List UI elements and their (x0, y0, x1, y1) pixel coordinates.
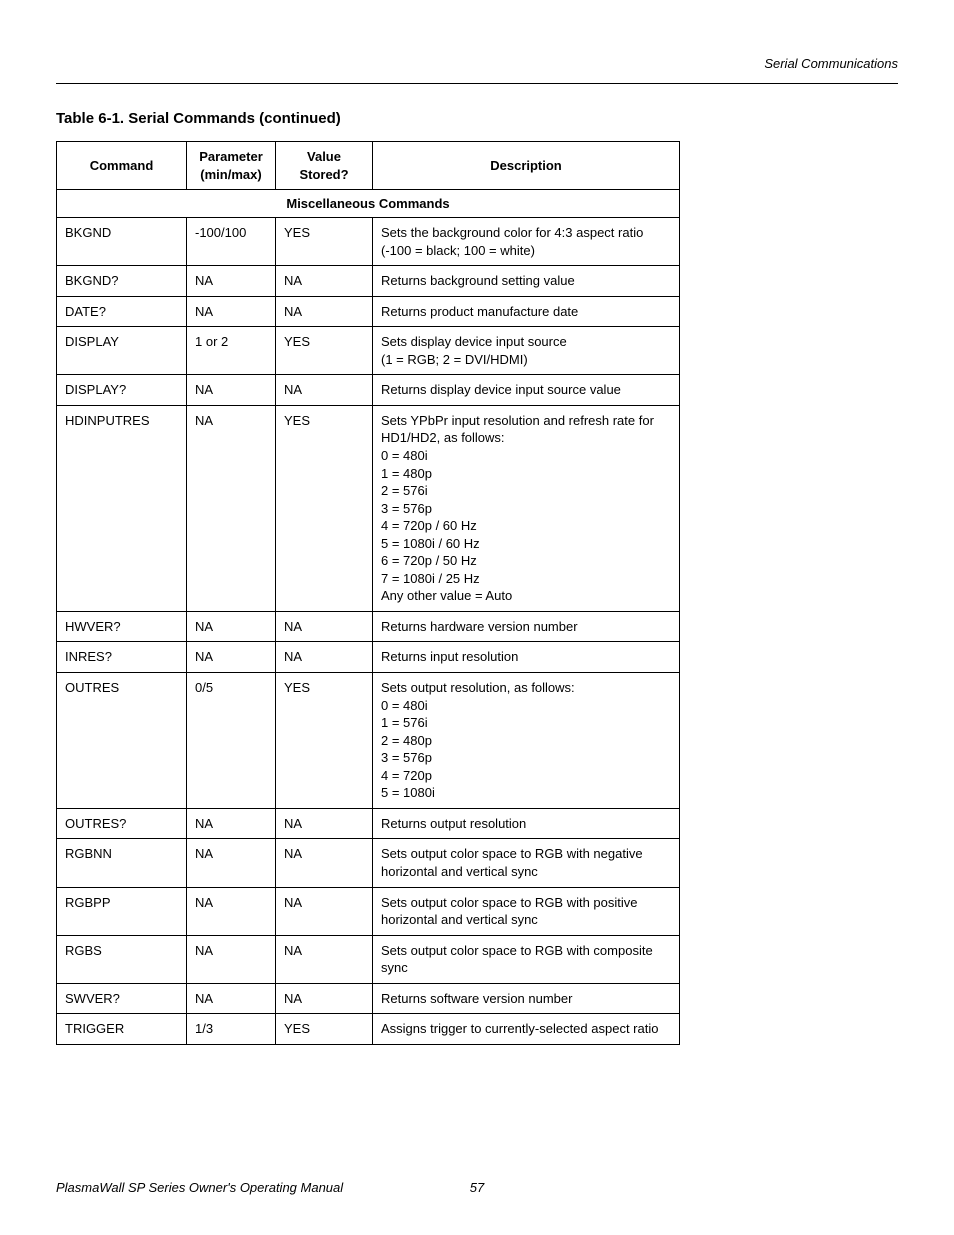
cell-description: Sets output resolution, as follows: 0 = … (373, 673, 680, 809)
table-row: DISPLAY1 or 2YESSets display device inpu… (57, 327, 680, 375)
table-row: DISPLAY?NANAReturns display device input… (57, 375, 680, 406)
cell-command: INRES? (57, 642, 187, 673)
cell-parameter: NA (187, 887, 276, 935)
table-row: BKGND?NANAReturns background setting val… (57, 266, 680, 297)
table-row: OUTRES?NANAReturns output resolution (57, 808, 680, 839)
cell-description: Returns software version number (373, 983, 680, 1014)
cell-parameter: -100/100 (187, 218, 276, 266)
cell-description: Returns input resolution (373, 642, 680, 673)
cell-command: DISPLAY? (57, 375, 187, 406)
table-row: DATE?NANAReturns product manufacture dat… (57, 296, 680, 327)
col-header-parameter: Parameter (min/max) (187, 142, 276, 190)
cell-parameter: NA (187, 266, 276, 297)
cell-command: OUTRES? (57, 808, 187, 839)
cell-value-stored: NA (276, 611, 373, 642)
cell-parameter: NA (187, 935, 276, 983)
cell-parameter: NA (187, 642, 276, 673)
page-footer: PlasmaWall SP Series Owner's Operating M… (56, 1180, 898, 1195)
cell-parameter: NA (187, 983, 276, 1014)
cell-value-stored: NA (276, 296, 373, 327)
table-section-header: Miscellaneous Commands (57, 190, 680, 218)
cell-value-stored: YES (276, 218, 373, 266)
table-row: SWVER?NANAReturns software version numbe… (57, 983, 680, 1014)
table-row: HWVER?NANAReturns hardware version numbe… (57, 611, 680, 642)
cell-command: RGBPP (57, 887, 187, 935)
cell-parameter: 1/3 (187, 1014, 276, 1045)
cell-description: Sets display device input source (1 = RG… (373, 327, 680, 375)
footer-page-number: 57 (470, 1180, 484, 1195)
cell-value-stored: YES (276, 327, 373, 375)
cell-command: BKGND (57, 218, 187, 266)
col-header-command: Command (57, 142, 187, 190)
cell-parameter: NA (187, 611, 276, 642)
cell-command: RGBS (57, 935, 187, 983)
cell-value-stored: NA (276, 935, 373, 983)
cell-parameter: 1 or 2 (187, 327, 276, 375)
cell-description: Returns display device input source valu… (373, 375, 680, 406)
cell-value-stored: YES (276, 405, 373, 611)
cell-description: Sets YPbPr input resolution and refresh … (373, 405, 680, 611)
cell-value-stored: NA (276, 375, 373, 406)
table-row: INRES?NANAReturns input resolution (57, 642, 680, 673)
cell-parameter: 0/5 (187, 673, 276, 809)
cell-parameter: NA (187, 839, 276, 887)
table-row: OUTRES0/5YESSets output resolution, as f… (57, 673, 680, 809)
cell-command: OUTRES (57, 673, 187, 809)
cell-description: Returns hardware version number (373, 611, 680, 642)
cell-command: BKGND? (57, 266, 187, 297)
cell-description: Sets output color space to RGB with comp… (373, 935, 680, 983)
cell-value-stored: NA (276, 887, 373, 935)
table-row: TRIGGER1/3YESAssigns trigger to currentl… (57, 1014, 680, 1045)
cell-command: TRIGGER (57, 1014, 187, 1045)
cell-parameter: NA (187, 296, 276, 327)
cell-command: RGBNN (57, 839, 187, 887)
table-section-row: Miscellaneous Commands (57, 190, 680, 218)
table-row: BKGND-100/100YESSets the background colo… (57, 218, 680, 266)
cell-value-stored: NA (276, 642, 373, 673)
cell-command: DATE? (57, 296, 187, 327)
cell-description: Sets output color space to RGB with nega… (373, 839, 680, 887)
cell-command: HDINPUTRES (57, 405, 187, 611)
cell-parameter: NA (187, 808, 276, 839)
cell-description: Returns product manufacture date (373, 296, 680, 327)
col-header-description: Description (373, 142, 680, 190)
cell-description: Assigns trigger to currently-selected as… (373, 1014, 680, 1045)
cell-value-stored: YES (276, 1014, 373, 1045)
cell-value-stored: NA (276, 839, 373, 887)
cell-command: SWVER? (57, 983, 187, 1014)
table-row: HDINPUTRESNAYESSets YPbPr input resoluti… (57, 405, 680, 611)
table-body: Miscellaneous Commands BKGND-100/100YESS… (57, 190, 680, 1045)
cell-value-stored: NA (276, 808, 373, 839)
cell-description: Returns background setting value (373, 266, 680, 297)
cell-parameter: NA (187, 375, 276, 406)
cell-value-stored: YES (276, 673, 373, 809)
header-divider (56, 83, 898, 84)
table-row: RGBNNNANASets output color space to RGB … (57, 839, 680, 887)
table-header-row: Command Parameter (min/max) Value Stored… (57, 142, 680, 190)
section-header-label: Serial Communications (56, 56, 898, 71)
cell-parameter: NA (187, 405, 276, 611)
serial-commands-table: Command Parameter (min/max) Value Stored… (56, 141, 680, 1045)
cell-command: HWVER? (57, 611, 187, 642)
cell-value-stored: NA (276, 266, 373, 297)
cell-description: Returns output resolution (373, 808, 680, 839)
col-header-value-stored: Value Stored? (276, 142, 373, 190)
cell-command: DISPLAY (57, 327, 187, 375)
cell-description: Sets output color space to RGB with posi… (373, 887, 680, 935)
cell-value-stored: NA (276, 983, 373, 1014)
cell-description: Sets the background color for 4:3 aspect… (373, 218, 680, 266)
table-title: Table 6-1. Serial Commands (continued) (56, 110, 898, 127)
footer-doc-title: PlasmaWall SP Series Owner's Operating M… (56, 1180, 343, 1195)
table-row: RGBSNANASets output color space to RGB w… (57, 935, 680, 983)
table-row: RGBPPNANASets output color space to RGB … (57, 887, 680, 935)
